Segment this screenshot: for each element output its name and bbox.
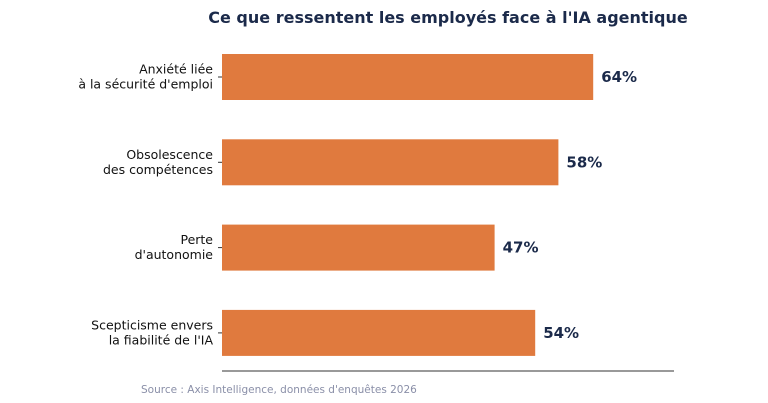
chart-title: Ce que ressentent les employés face à l'… [208,8,688,27]
value-label-1: 58% [566,153,602,171]
y-axis-ticks [218,76,222,334]
category-label-line: d'autonomie [135,247,214,262]
category-label-line: Perte [180,232,213,247]
bar-0 [222,54,594,100]
category-label-line: Anxiété liée [139,62,213,77]
category-label-1: Obsolescence des compétences [103,147,213,177]
bar-3 [222,309,536,356]
bar-1 [222,139,559,186]
value-label-2: 47% [503,239,539,257]
bars-layer [222,54,594,356]
category-label-line: la fiabilité de l'IA [109,332,214,347]
category-label-line: à la sécurité d'emploi [78,77,213,92]
category-label-line: Obsolescence [126,147,213,162]
value-label-0: 64% [601,68,637,86]
value-labels: 64% 58% 47% 54% [503,68,638,342]
bar-2 [222,224,495,271]
category-label-line: des compétences [103,162,213,177]
category-label-3: Scepticisme envers la fiabilité de l'IA [91,317,213,347]
source-note: Source : Axis Intelligence, données d'en… [141,384,417,396]
category-label-line: Scepticisme envers [91,317,213,332]
category-labels: Anxiété liée à la sécurité d'emploi Obsole… [78,62,213,348]
value-label-3: 54% [543,324,579,342]
category-label-0: Anxiété liée à la sécurité d'emploi [78,62,213,92]
category-label-2: Perte d'autonomie [135,232,214,262]
